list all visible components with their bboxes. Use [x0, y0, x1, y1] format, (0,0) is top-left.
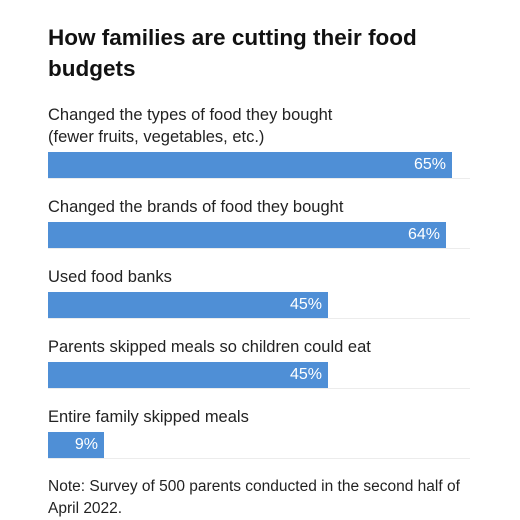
- bar-value-label: 64%: [407, 226, 440, 243]
- bar-value-label: 65%: [413, 156, 446, 173]
- category-label: Entire family skipped meals: [48, 408, 249, 426]
- chart-note: Note: Survey of 500 parents conducted in…: [48, 478, 460, 517]
- category-label: Changed the brands of food they bought: [48, 198, 344, 216]
- bar-value-label: 45%: [289, 296, 322, 313]
- bar: 9%: [48, 432, 104, 458]
- category-label: (fewer fruits, vegetables, etc.): [48, 128, 265, 146]
- category-label: Used food banks: [48, 268, 172, 286]
- bar-value-label: 45%: [289, 366, 322, 383]
- bar: 65%: [48, 152, 452, 178]
- bar-row: 45%: [48, 362, 470, 389]
- bar: 64%: [48, 222, 446, 248]
- category-label: Changed the types of food they bought: [48, 106, 333, 124]
- chart-title: How families are cutting their food budg…: [48, 25, 417, 81]
- bar: 45%: [48, 292, 328, 318]
- bar-row: 45%: [48, 292, 470, 319]
- bar-row: 9%: [48, 432, 470, 459]
- bar: 45%: [48, 362, 328, 388]
- bar-row: 65%: [48, 152, 470, 179]
- bar-row: 64%: [48, 222, 470, 249]
- bar-value-label: 9%: [74, 436, 98, 453]
- category-label: Parents skipped meals so children could …: [48, 338, 371, 356]
